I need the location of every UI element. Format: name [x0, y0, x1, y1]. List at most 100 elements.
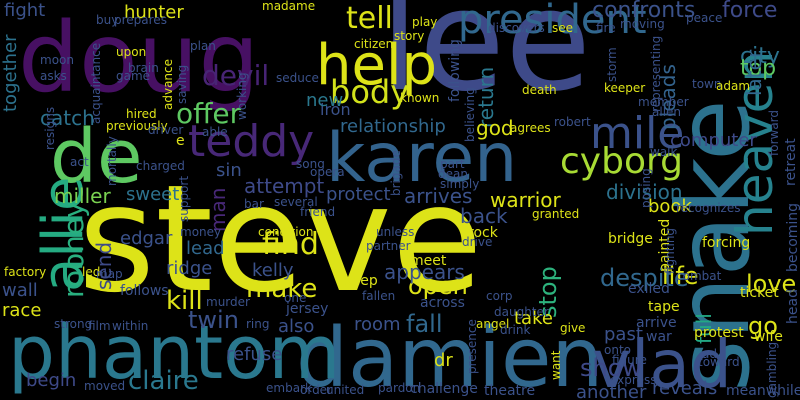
word-game: game	[116, 69, 151, 83]
word-upon: upon	[116, 45, 147, 59]
word-mile: mile	[590, 108, 685, 159]
word-madame: madame	[262, 0, 316, 13]
word-drive: drive	[462, 235, 493, 249]
word-fall: fall	[406, 310, 443, 338]
word-also: also	[278, 316, 315, 337]
word-theatre: theatre	[484, 383, 536, 399]
word-body: body	[330, 73, 410, 111]
word-song: song	[296, 157, 325, 171]
word-despite: despite	[600, 264, 689, 292]
word-storm: storm	[605, 47, 619, 82]
word-driver: driver	[148, 123, 184, 137]
word-fighting: fighting	[663, 227, 677, 274]
word-believing: believing	[463, 87, 477, 142]
word-seduce: seduce	[276, 71, 319, 85]
word-able: able	[202, 125, 228, 139]
word-head: head	[785, 289, 800, 324]
word-allen: allen	[652, 105, 682, 119]
word-known: known	[400, 91, 440, 105]
word-robert: robert	[554, 115, 591, 129]
word-war: war	[646, 329, 672, 345]
word-combat: combat	[676, 269, 722, 283]
word-onto: onto	[604, 343, 631, 357]
word-toward: toward	[698, 355, 740, 369]
word-wife: wife	[754, 329, 783, 345]
word-partner: partner	[366, 239, 411, 253]
word-find: find	[262, 227, 319, 262]
word-acquaintance: acquaintance	[89, 42, 103, 124]
word-money: money	[180, 225, 222, 239]
word-warrior: warrior	[490, 188, 561, 212]
word-relationship: relationship	[340, 116, 446, 137]
word-bar: bar	[244, 197, 264, 211]
word-kill: kill	[166, 286, 203, 316]
word-brain: brain	[128, 61, 159, 75]
word-book: book	[648, 196, 692, 217]
word-granted: granted	[532, 207, 580, 221]
word-saving: saving	[175, 64, 189, 104]
word-protest: protest	[694, 325, 744, 341]
word-ring: ring	[246, 317, 270, 331]
word-another: another	[576, 382, 647, 400]
word-dean: dean	[438, 167, 468, 181]
word-challenge: challenge	[410, 381, 478, 397]
word-walk: walk	[650, 145, 678, 159]
word-mortally: mortally	[105, 136, 119, 186]
word-kelly: kelly	[252, 260, 294, 281]
word-computer: computer	[670, 130, 757, 151]
word-film: film	[88, 319, 111, 333]
word-peace: peace	[686, 11, 723, 25]
word-e: e	[176, 133, 185, 149]
word-posing: posing	[639, 168, 653, 208]
word-fire: fire	[596, 21, 616, 35]
word-story: story	[394, 29, 425, 43]
word-bridge: bridge	[608, 231, 653, 247]
word-hired: hired	[126, 107, 157, 121]
word-see: see	[552, 21, 574, 35]
word-follows: follows	[120, 283, 169, 299]
word-one: one	[284, 291, 307, 305]
word-dr: dr	[434, 350, 453, 371]
word-devil: devil	[202, 59, 270, 92]
word-help: help	[316, 33, 438, 98]
word-recognizes: recognizes	[676, 201, 741, 215]
word-working: working	[235, 72, 249, 120]
word-opera: opera	[310, 165, 345, 179]
word-presence: presence	[465, 319, 479, 374]
word-refuse: refuse	[226, 344, 283, 365]
word-simply: simply	[440, 177, 480, 191]
word-karen: karen	[326, 119, 518, 198]
word-act: act	[70, 155, 89, 169]
word-edgar: edgar	[120, 228, 173, 249]
word-jersey: jersey	[286, 301, 329, 317]
word-damien: damien	[296, 311, 604, 400]
word-vlad: vlad	[592, 326, 732, 400]
word-sin: sin	[216, 160, 242, 181]
word-discovers: discovers	[488, 21, 545, 35]
word-back: back	[460, 204, 508, 228]
word-strong: strong	[54, 317, 93, 331]
word-fight: fight	[4, 0, 46, 21]
word-steve: steve	[78, 153, 483, 325]
word-several: several	[274, 195, 318, 209]
word-united: united	[326, 383, 365, 397]
word-offer: offer	[176, 97, 242, 130]
word-led: led	[82, 265, 101, 279]
word-appears: appears	[384, 260, 465, 284]
word-lead: lead	[186, 238, 225, 259]
word-iron: iron	[320, 100, 351, 119]
word-race: race	[2, 300, 42, 321]
word-cyborg: cyborg	[560, 141, 683, 182]
word-following: following	[447, 39, 463, 102]
word-give: give	[560, 321, 586, 335]
word-charged: charged	[136, 159, 185, 173]
word-figure: figure	[612, 353, 647, 367]
word-de: de	[50, 114, 143, 200]
word-want: want	[549, 350, 563, 380]
word-forcing: forcing	[702, 235, 751, 251]
word-open: open	[408, 272, 468, 300]
word-life: life	[662, 262, 699, 290]
word-moon: moon	[40, 53, 74, 67]
word-drink: drink	[500, 323, 531, 337]
